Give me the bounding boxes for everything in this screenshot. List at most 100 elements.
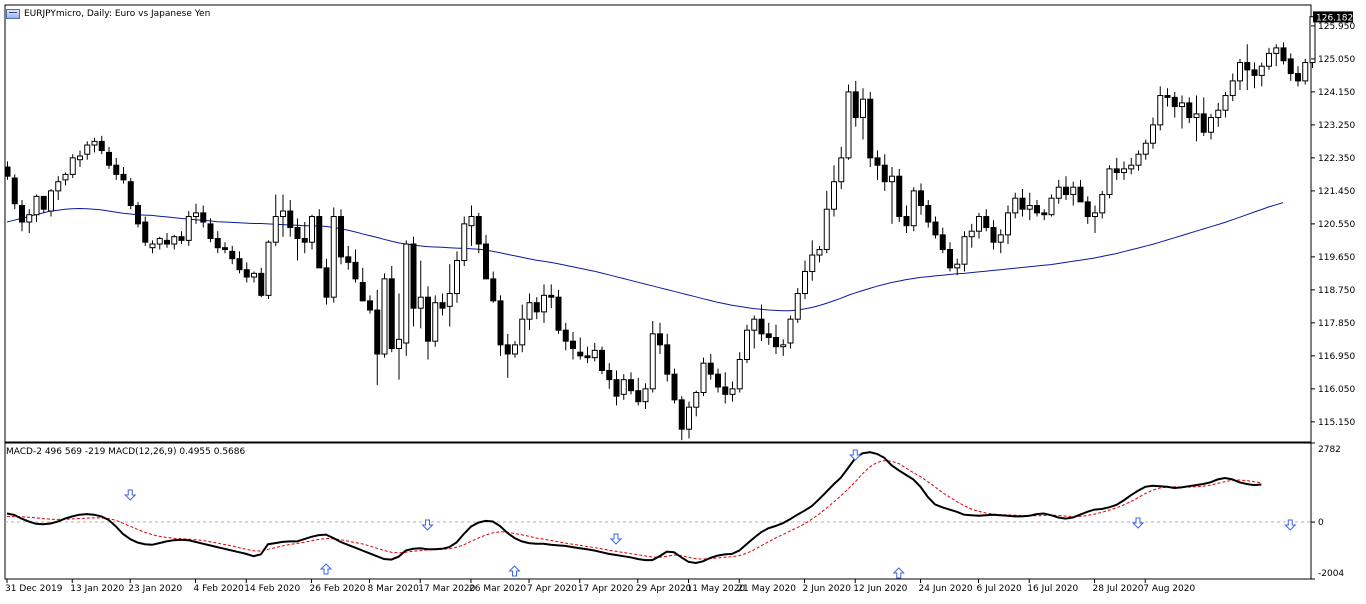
bear-candle: [294, 227, 301, 240]
bear-candle: [628, 379, 634, 392]
bear-candle: [1186, 102, 1193, 119]
bear-candle: [316, 216, 323, 269]
bull-candle: [809, 254, 816, 273]
bull-candle: [417, 296, 424, 309]
sell-arrow-icon: [124, 489, 137, 501]
bull-candle: [381, 278, 388, 355]
bear-candle: [903, 216, 910, 227]
bear-candle: [990, 227, 997, 243]
macd-layer: [5, 451, 1311, 565]
bull-candle: [642, 388, 649, 403]
bear-candle: [338, 216, 344, 258]
bear-candle: [40, 195, 47, 210]
bear-candle: [1164, 95, 1171, 98]
bear-candle: [925, 205, 932, 223]
bull-candle: [33, 195, 40, 216]
bull-candle: [1302, 62, 1309, 82]
bear-candle: [671, 373, 678, 401]
bear-candle: [359, 282, 366, 302]
bull-candle: [823, 208, 830, 251]
bull-candle: [541, 294, 547, 313]
bear-candle: [374, 309, 381, 355]
moving-average-line: [6, 202, 1284, 312]
bull-candle: [1208, 117, 1214, 133]
bull-candle: [1135, 153, 1142, 166]
bull-candle: [845, 91, 852, 159]
bull-candle: [794, 293, 801, 320]
bull-candle: [729, 388, 736, 395]
bear-candle: [214, 238, 221, 249]
bear-candle: [570, 340, 576, 350]
price-tick-label: 115.150: [1318, 418, 1355, 428]
bear-candle: [323, 267, 330, 298]
bear-candle: [425, 296, 431, 342]
buy-arrow-icon: [319, 563, 333, 575]
bull-candle: [1048, 197, 1055, 216]
bull-candle: [272, 216, 279, 243]
bear-candle: [106, 151, 112, 166]
bull-candle: [185, 216, 192, 241]
bear-candle: [388, 278, 395, 350]
bear-candle: [765, 333, 772, 339]
bull-candle: [1121, 168, 1127, 174]
bull-candle: [519, 318, 526, 346]
bear-candle: [301, 238, 308, 243]
bear-candle: [352, 261, 359, 280]
bull-candle: [693, 392, 700, 408]
bear-candle: [120, 173, 127, 181]
bull-candle: [84, 144, 91, 155]
bear-candle: [1084, 201, 1091, 218]
bull-candle: [48, 190, 54, 212]
bear-candle: [200, 212, 207, 223]
bear-candle: [243, 269, 250, 278]
bear-candle: [533, 302, 540, 313]
bull-candle: [961, 236, 968, 265]
bull-candle: [889, 175, 895, 183]
bull-candle: [860, 98, 866, 119]
time-tick-label: 26 Mar 2020: [469, 584, 526, 594]
bear-candle: [1280, 47, 1287, 62]
bull-candle: [816, 249, 823, 256]
bear-candle: [236, 258, 243, 271]
bear-candle: [1171, 96, 1178, 108]
bear-candle: [287, 210, 294, 229]
bear-candle: [584, 355, 591, 359]
bull-candle: [454, 260, 460, 295]
bear-candle: [678, 399, 685, 430]
bear-candle: [1251, 69, 1258, 76]
bull-candle: [1179, 102, 1185, 108]
price-tick-label: 125.050: [1318, 55, 1355, 65]
bull-candle: [1258, 65, 1265, 76]
bull-candle: [1150, 124, 1156, 144]
bull-candle: [446, 293, 453, 307]
buy-arrow-icon: [508, 565, 521, 577]
bull-candle: [1266, 52, 1272, 67]
bear-candle: [1200, 113, 1207, 133]
bull-candle: [1099, 194, 1106, 214]
bear-candle: [127, 181, 134, 207]
bull-candle: [1128, 164, 1135, 170]
bull-candle: [744, 329, 750, 361]
price-tick-label: 124.150: [1318, 88, 1355, 98]
chart-window-icon[interactable]: [6, 9, 20, 19]
bear-candle: [164, 239, 170, 245]
price-tick-label: 116.050: [1318, 385, 1355, 395]
bear-candle: [11, 177, 18, 205]
bear-candle: [548, 294, 555, 298]
price-tick-label: 123.250: [1318, 121, 1355, 131]
price-axis: 125.950 125.050 124.150 123.250 122.350 121.4…: [1311, 11, 1355, 428]
bull-candle: [69, 157, 76, 175]
bear-candle: [475, 216, 482, 245]
bear-candle: [635, 390, 642, 403]
moving-average-layer: [6, 202, 1284, 312]
macd-indicator-label: MACD-2 496 569 -219 MACD(12,26,9) 0.4955…: [6, 447, 246, 457]
bear-candle: [773, 337, 779, 348]
price-tick-label: 125.950: [1318, 22, 1355, 32]
bull-candle: [1193, 113, 1200, 119]
time-tick-label: 12 Jun 2020: [853, 584, 907, 594]
bull-candle: [780, 344, 787, 348]
bull-candle: [1142, 142, 1149, 155]
